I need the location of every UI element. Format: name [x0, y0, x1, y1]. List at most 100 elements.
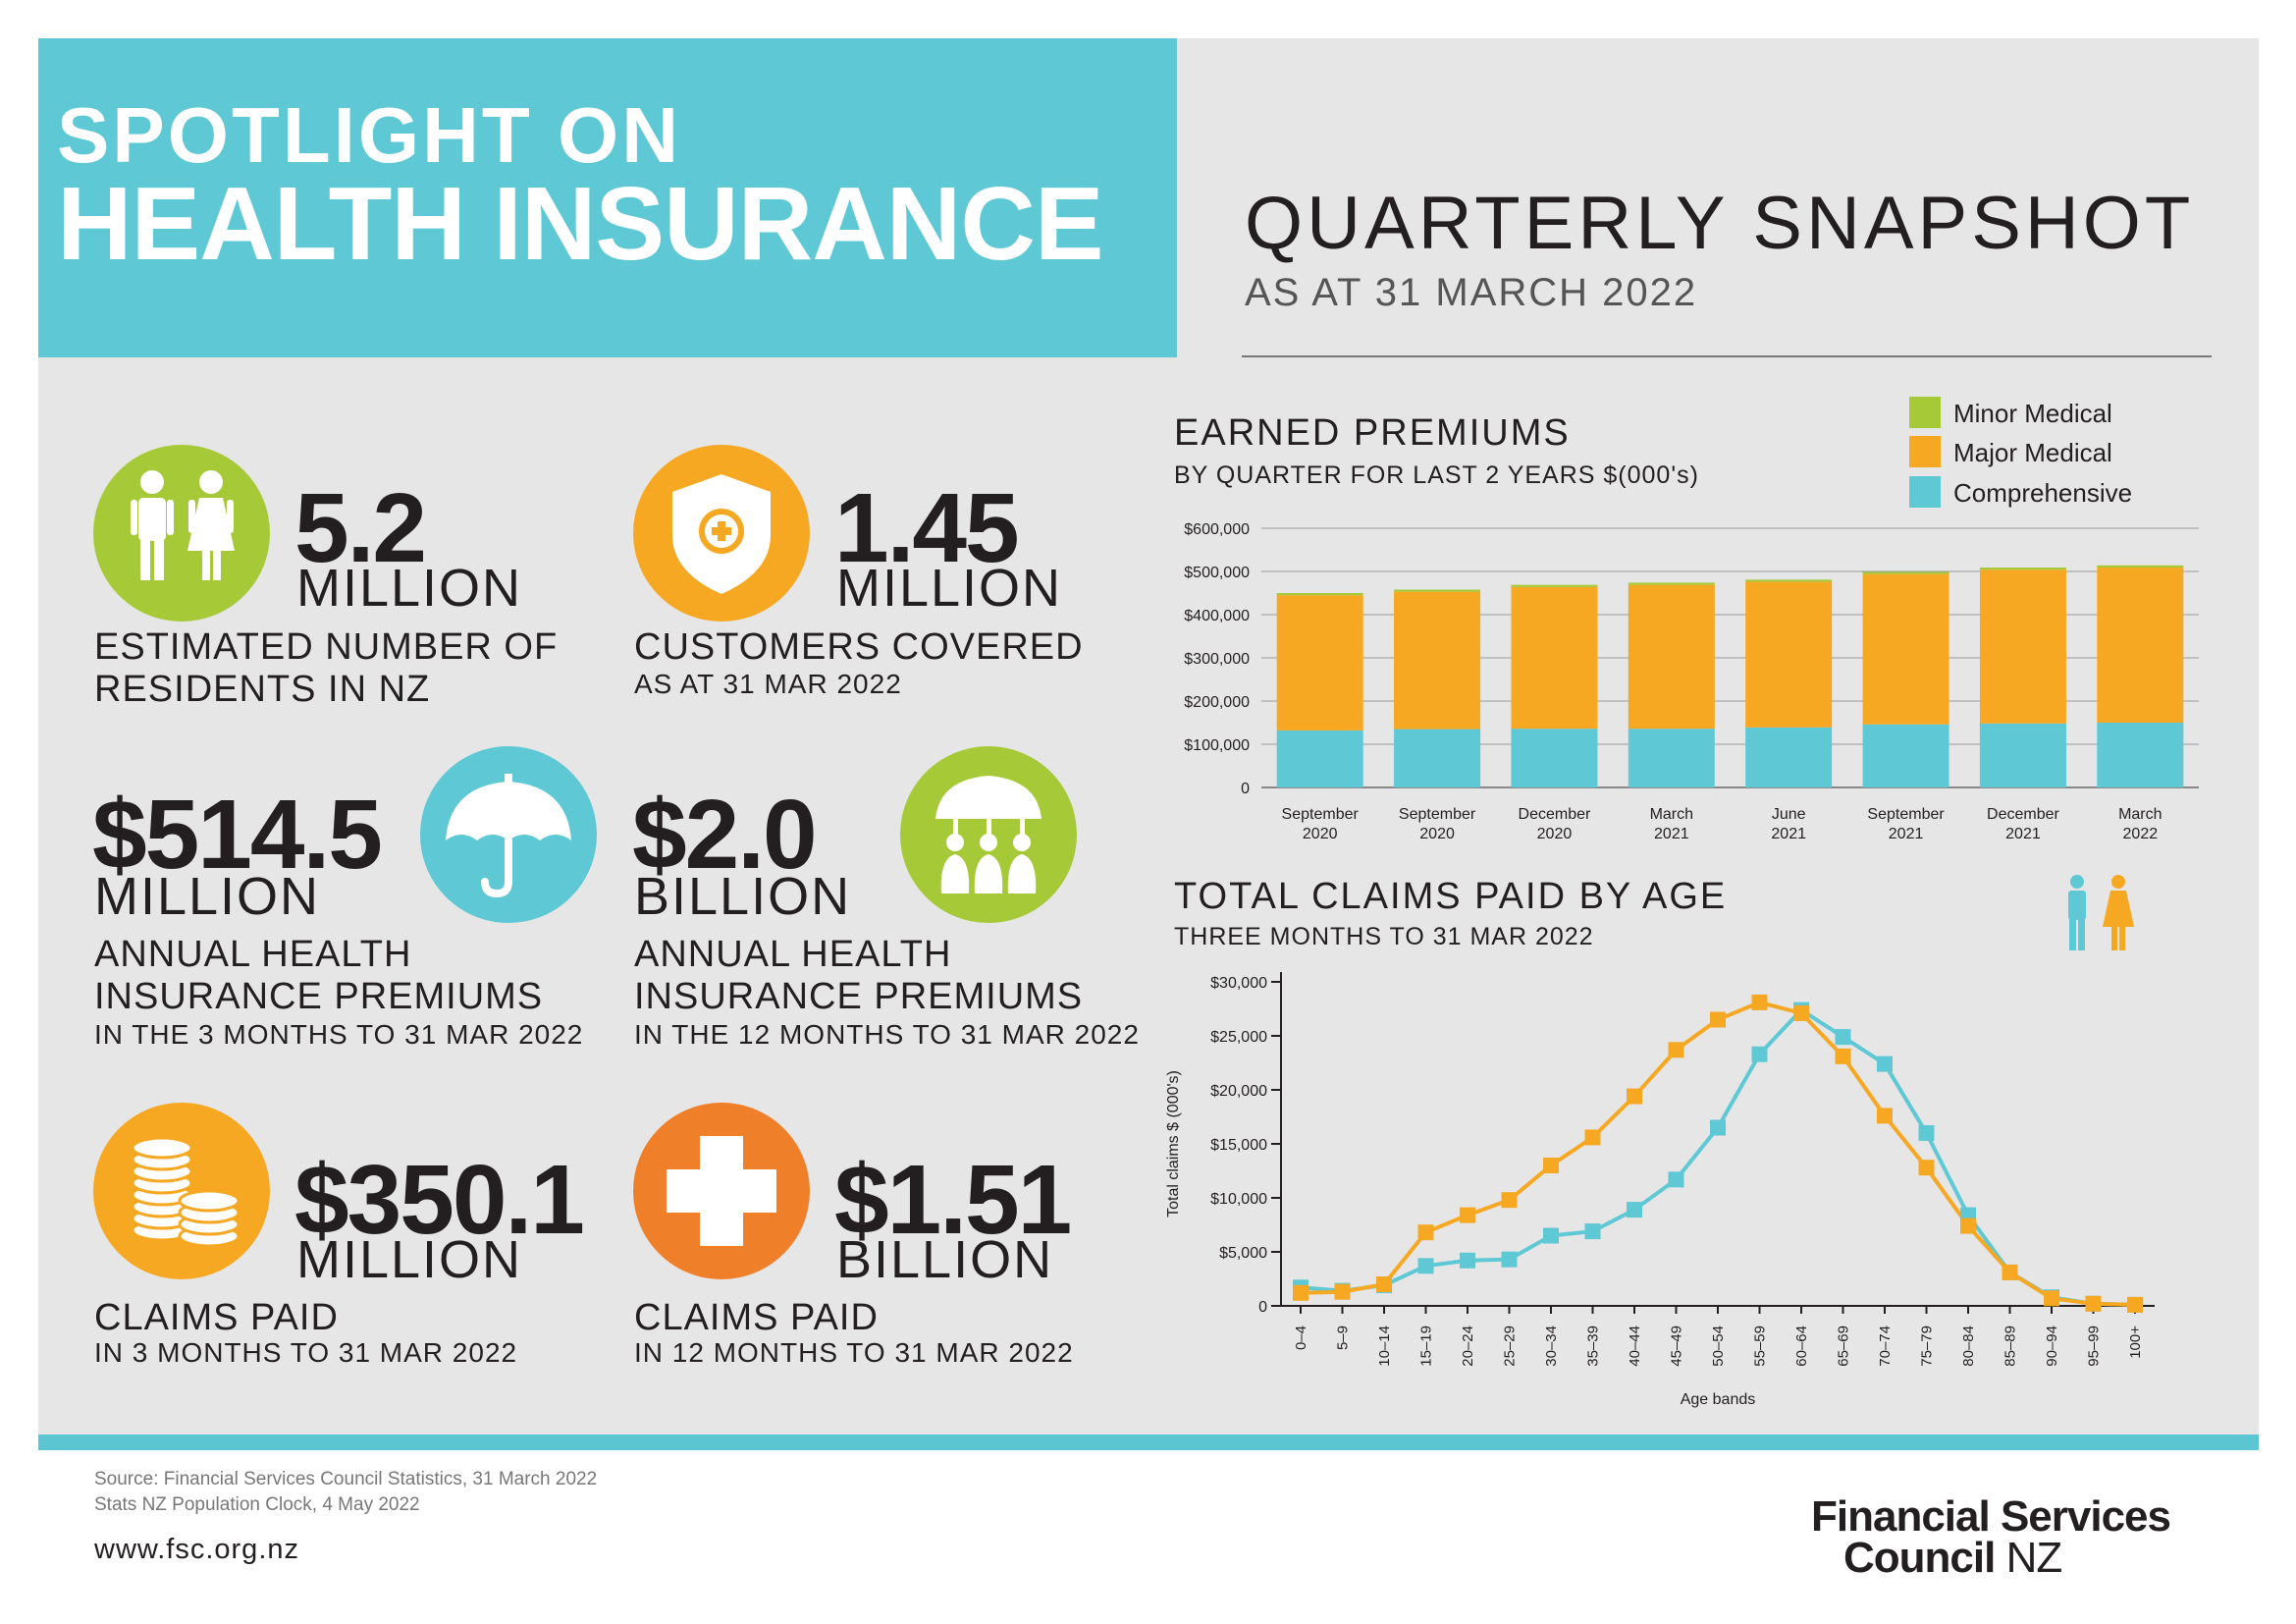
- y-axis-label: Total claims $ (000's): [1165, 1070, 1182, 1218]
- y-tick-label: $25,000: [1210, 1029, 1267, 1046]
- bar-minor-medical: [1979, 568, 2066, 570]
- premiums-bar-chart: 0 $100,000 $200,000 $300,000 $400,000 $500,00…: [1184, 521, 2199, 842]
- point-male: [1627, 1202, 1642, 1218]
- stat-claims-12m-note: IN 12 MONTHS TO 31 MAR 2022: [634, 1337, 1074, 1368]
- x-tick-label: 2020: [1537, 826, 1573, 842]
- premiums-chart-subtitle: BY QUARTER FOR LAST 2 YEARS $(000's): [1174, 461, 1699, 489]
- bar-minor-medical: [2097, 565, 2184, 568]
- shield-icon: [633, 445, 810, 622]
- bar-minor-medical: [1511, 584, 1598, 587]
- stat-customers-value: 1.45: [834, 473, 1020, 583]
- bar-comprehensive: [1511, 729, 1598, 787]
- point-female: [1293, 1284, 1308, 1301]
- x-tick-label: 30–34: [1543, 1326, 1560, 1367]
- people-icon: [93, 445, 270, 622]
- legend-swatch-major: [1909, 436, 1941, 467]
- x-tick-label: 2021: [1889, 826, 1924, 842]
- bar-comprehensive: [1862, 724, 1949, 787]
- point-female: [1710, 1011, 1726, 1028]
- x-tick-label: 2021: [1771, 826, 1806, 842]
- point-female: [1417, 1224, 1434, 1241]
- stat-premiums-3m-note: IN THE 3 MONTHS TO 31 MAR 2022: [94, 1019, 584, 1050]
- x-tick-label: 10–14: [1376, 1326, 1393, 1367]
- point-female: [1793, 1004, 1809, 1021]
- stat-claims-3m-unit: MILLION: [296, 1230, 523, 1289]
- title-line-1: SPOTLIGHT ON: [57, 91, 681, 179]
- point-male: [1835, 1029, 1851, 1046]
- bar-minor-medical: [1745, 579, 1833, 582]
- x-tick-label: 2020: [1419, 826, 1455, 842]
- bar-comprehensive: [1745, 727, 1833, 787]
- stat-premiums-12m-note: IN THE 12 MONTHS TO 31 MAR 2022: [634, 1019, 1140, 1050]
- bar-comprehensive: [1979, 723, 2066, 787]
- umbrella-icon: [420, 746, 597, 923]
- legend-label-major: Major Medical: [1953, 438, 2112, 467]
- stat-premiums-3m-value: $514.5: [92, 780, 383, 890]
- snapshot-rule: [1242, 355, 2212, 357]
- logo-nz: NZ: [2005, 1534, 2063, 1582]
- y-tick-label: $20,000: [1210, 1083, 1267, 1100]
- y-tick-label: 0: [1258, 1299, 1267, 1316]
- bar-major-medical: [1394, 591, 1481, 730]
- title-banner: [38, 38, 1177, 357]
- bar-major-medical: [1276, 595, 1363, 731]
- stat-customers-label: CUSTOMERS COVERED: [634, 626, 1084, 668]
- y-tick-label: $10,000: [1210, 1191, 1267, 1208]
- coins-icon: [93, 1103, 270, 1279]
- x-tick-label: 2022: [2123, 826, 2159, 842]
- point-female: [1334, 1283, 1351, 1300]
- y-tick-label: $400,000: [1184, 608, 1250, 624]
- point-male: [1668, 1171, 1684, 1188]
- x-tick-label: March: [1650, 806, 1693, 823]
- point-female: [1376, 1276, 1392, 1292]
- stat-residents-value: 5.2: [294, 473, 427, 583]
- y-tick-label: 0: [1241, 781, 1250, 797]
- claims-line-chart: 0 $5,000 $10,000 $15,000 $20,000 $25,000 $30,0…: [1165, 972, 2155, 1408]
- legend-swatch-comprehensive: [1909, 476, 1941, 508]
- x-tick-label: June: [1772, 806, 1806, 823]
- x-tick-label: 2020: [1303, 826, 1338, 842]
- stat-premiums-12m-label-2: INSURANCE PREMIUMS: [634, 976, 1084, 1017]
- x-tick-label: 25–29: [1502, 1326, 1519, 1367]
- x-tick-label: 0–4: [1293, 1326, 1309, 1350]
- y-tick-label: $600,000: [1184, 521, 1250, 538]
- x-tick-label: 95–99: [2086, 1326, 2103, 1367]
- point-female: [2127, 1296, 2143, 1313]
- point-female: [1877, 1108, 1893, 1124]
- x-tick-label: 40–44: [1627, 1326, 1643, 1367]
- point-male: [1918, 1125, 1935, 1141]
- point-male: [1584, 1223, 1601, 1240]
- point-female: [2002, 1264, 2018, 1280]
- female-icon: [2103, 875, 2134, 950]
- x-tick-label: March: [2118, 806, 2162, 823]
- x-tick-label: 70–74: [1877, 1326, 1894, 1367]
- bar-major-medical: [1628, 584, 1715, 730]
- y-tick-label: $200,000: [1184, 694, 1250, 711]
- x-tick-label: 60–64: [1793, 1326, 1810, 1367]
- point-female: [2044, 1290, 2059, 1307]
- y-tick-label: $300,000: [1184, 651, 1250, 668]
- point-male: [1460, 1252, 1475, 1269]
- premiums-chart-title: EARNED PREMIUMS: [1174, 412, 1571, 454]
- stat-claims-3m-label: CLAIMS PAID: [94, 1297, 339, 1338]
- point-female: [1501, 1192, 1518, 1209]
- legend-swatch-minor: [1909, 397, 1941, 428]
- stat-premiums-12m-label-1: ANNUAL HEALTH: [634, 934, 952, 975]
- point-male: [1751, 1046, 1768, 1062]
- y-tick-label: $30,000: [1210, 975, 1267, 992]
- medical-cross-icon: [633, 1103, 810, 1279]
- footer-url[interactable]: www.fsc.org.nz: [94, 1534, 299, 1565]
- bar-minor-medical: [1276, 593, 1363, 596]
- x-tick-label: 5–9: [1335, 1326, 1352, 1350]
- stat-residents-label-1: ESTIMATED NUMBER OF: [94, 626, 559, 668]
- stat-customers-unit: MILLION: [836, 559, 1063, 618]
- point-male: [1710, 1119, 1726, 1136]
- stat-premiums-12m-unit: BILLION: [634, 867, 852, 926]
- bar-major-medical: [1511, 586, 1598, 730]
- x-tick-label: 75–79: [1919, 1326, 1936, 1367]
- footer-source-2: Stats NZ Population Clock, 4 May 2022: [94, 1494, 420, 1515]
- stat-premiums-3m-label-1: ANNUAL HEALTH: [94, 934, 412, 975]
- claims-chart-title: TOTAL CLAIMS PAID BY AGE: [1174, 876, 1728, 917]
- logo-line-2: Council NZ: [1843, 1534, 2063, 1583]
- bar-major-medical: [1745, 581, 1833, 728]
